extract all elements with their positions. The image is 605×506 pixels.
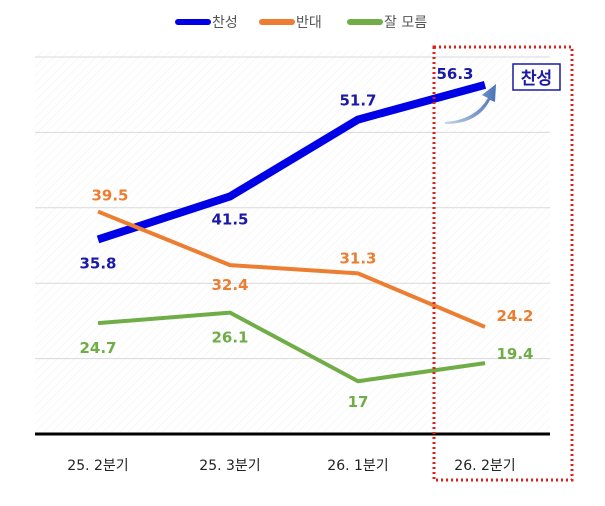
data-label: 17 <box>348 393 369 411</box>
annotation-box <box>512 63 561 91</box>
x-tick-label: 25. 3분기 <box>199 458 260 474</box>
data-label: 32.4 <box>211 276 248 294</box>
series-line-2 <box>97 209 486 329</box>
annotation-label: 찬성 <box>521 69 552 89</box>
x-tick-label: 26. 2분기 <box>454 458 515 474</box>
legend-label: 잘 모름 <box>384 15 427 31</box>
data-label: 26.1 <box>211 329 248 347</box>
data-label: 41.5 <box>211 210 248 228</box>
data-label: 56.3 <box>436 65 473 83</box>
series-line-1 <box>96 81 487 244</box>
plot-background <box>35 50 550 434</box>
x-tick-label: 26. 1분기 <box>327 458 388 474</box>
data-label: 39.5 <box>91 187 128 205</box>
legend-label: 찬성 <box>212 15 238 31</box>
series-line-3 <box>97 310 486 384</box>
data-label: 35.8 <box>79 254 116 272</box>
data-label: 24.2 <box>496 307 533 325</box>
data-label: 51.7 <box>339 92 376 110</box>
highlight-box <box>432 45 574 482</box>
callout-arrow <box>445 84 496 124</box>
x-tick-label: 25. 2분기 <box>67 458 128 474</box>
data-label: 31.3 <box>339 249 376 267</box>
legend-label: 반대 <box>296 15 322 31</box>
data-label: 19.4 <box>496 345 533 363</box>
data-label: 24.7 <box>79 339 116 357</box>
